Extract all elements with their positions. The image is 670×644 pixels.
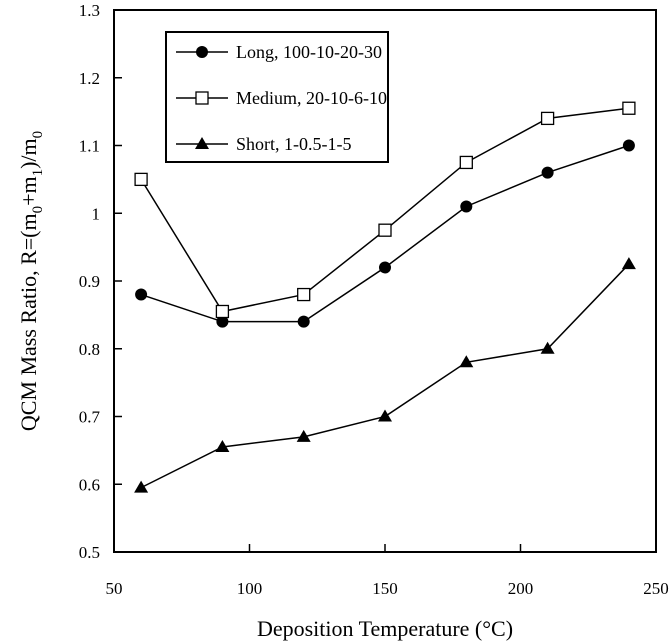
legend-label-short: Short, 1-0.5-1-5: [236, 134, 352, 154]
y-tick-label: 1: [92, 204, 101, 223]
y-tick-label: 0.8: [79, 340, 100, 359]
x-axis-label: Deposition Temperature (°C): [257, 616, 513, 641]
data-point-medium: [540, 111, 555, 126]
data-point-short: [459, 355, 474, 368]
data-point-long: [622, 139, 635, 152]
x-tick-label: 100: [237, 579, 263, 598]
legend-label-long: Long, 100-10-20-30: [236, 42, 382, 62]
y-tick-label: 0.9: [79, 272, 100, 291]
y-axis-label: QCM Mass Ratio, R=(m0+m1)/m0: [16, 131, 46, 431]
data-point-long: [135, 288, 148, 301]
series-layer: [134, 101, 636, 493]
y-tick-label: 1.3: [79, 1, 100, 20]
y-tick-label: 1.2: [79, 69, 100, 88]
data-point-short: [621, 257, 636, 270]
data-point-long: [541, 166, 554, 179]
legend: Long, 100-10-20-30 Medium, 20-10-6-10 Sh…: [165, 31, 389, 163]
legend-label-medium: Medium, 20-10-6-10: [236, 88, 387, 108]
data-point-long: [297, 315, 310, 328]
x-tick-label: 50: [106, 579, 123, 598]
y-tick-label: 0.7: [79, 408, 101, 427]
data-point-long: [379, 261, 391, 274]
legend-marker-long: [196, 46, 208, 58]
y-tick-label: 1.1: [79, 137, 100, 156]
data-point-long: [216, 315, 229, 328]
data-point-short: [378, 409, 392, 422]
data-point-medium: [459, 155, 473, 170]
data-point-medium: [297, 287, 311, 302]
data-point-medium: [134, 172, 148, 187]
data-point-short: [540, 341, 555, 354]
data-point-medium: [622, 101, 636, 115]
axis-ticks: 50 100 150 200 250 0.5 0.6 0.7 0.8 0.9 1 1.1 1.2 1.3: [79, 1, 669, 598]
data-point-long: [460, 200, 473, 213]
legend-marker-short: [195, 137, 209, 149]
data-point-short: [215, 439, 230, 452]
x-tick-label: 200: [508, 579, 534, 598]
x-tick-label: 250: [643, 579, 669, 598]
data-point-short: [134, 480, 149, 493]
x-tick-label: 150: [372, 579, 398, 598]
legend-marker-medium: [195, 91, 209, 105]
y-tick-label: 0.6: [79, 475, 100, 494]
data-point-medium: [215, 304, 230, 319]
data-point-short: [296, 429, 311, 442]
data-point-medium: [378, 223, 392, 237]
y-tick-label: 0.5: [79, 543, 100, 562]
